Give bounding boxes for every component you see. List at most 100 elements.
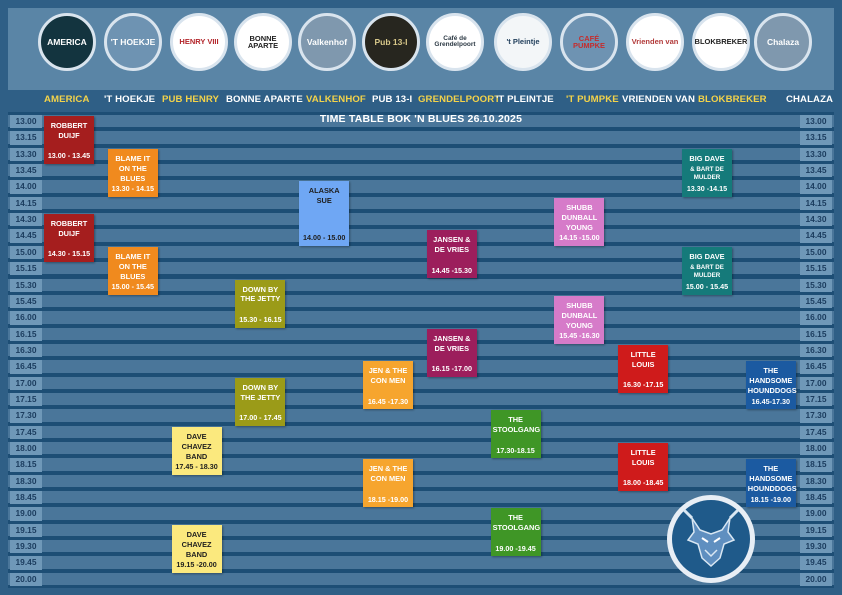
venue-label: VALKENHOF bbox=[306, 94, 366, 105]
performance-time: 13.30 -14.15 bbox=[686, 184, 728, 194]
performer-name: BLAME IT ON THE BLUES bbox=[115, 251, 151, 281]
performer-name: THE STOOLGANG bbox=[492, 415, 541, 435]
logo-text: CAFÉ PUMPKE bbox=[572, 33, 606, 50]
performer-subtitle: & BART DE MULDER bbox=[690, 165, 724, 182]
time-label: 18.45 bbox=[10, 491, 42, 505]
time-label: 17.45 bbox=[10, 425, 42, 439]
logo-pleintje: 't Pleintje bbox=[494, 13, 552, 71]
time-label: 15.45 bbox=[800, 294, 832, 309]
performance-block: THE STOOLGANG 19.00 -19.45 bbox=[490, 508, 541, 557]
time-label: 15.30 bbox=[800, 278, 832, 292]
logo-pumpke: CAFÉ PUMPKE bbox=[560, 13, 618, 71]
logo-text: Valkenhof bbox=[306, 36, 348, 47]
time-label: 19.00 bbox=[10, 507, 42, 521]
performer-name: ALASKA SUE bbox=[308, 186, 340, 206]
performer-name: DOWN BY THE JETTY bbox=[240, 382, 281, 402]
time-label: 13.30 bbox=[800, 147, 832, 162]
time-label: 16.30 bbox=[10, 343, 42, 358]
performer-name: JEN & THE CON MEN bbox=[368, 464, 408, 484]
row-stripe bbox=[8, 180, 834, 193]
time-label: 16.45 bbox=[10, 360, 42, 374]
row-stripe bbox=[8, 442, 834, 455]
row-stripe bbox=[8, 115, 834, 128]
logo-vrienden: Vrienden van bbox=[626, 13, 684, 71]
performer-name: JANSEN & DE VRIES bbox=[433, 333, 471, 353]
performance-block: DOWN BY THE JETTY 17.00 - 17.45 bbox=[235, 377, 286, 426]
logo-pub13: Pub 13-I bbox=[362, 13, 420, 71]
performer-name: JEN & THE CON MEN bbox=[368, 366, 408, 386]
time-label: 18.30 bbox=[10, 474, 42, 489]
performance-time: 15.30 - 16.15 bbox=[239, 314, 282, 324]
logo-america: AMERICA bbox=[38, 13, 96, 71]
time-label: 15.15 bbox=[800, 262, 832, 276]
row-stripe bbox=[8, 474, 834, 488]
row-stripe bbox=[8, 458, 834, 471]
time-label: 19.30 bbox=[10, 540, 42, 554]
performance-time: 19.00 -19.45 bbox=[495, 543, 536, 553]
venue-label: BLOKBREKER bbox=[698, 94, 767, 105]
time-label: 17.45 bbox=[800, 425, 832, 439]
performance-time: 15.00 - 15.45 bbox=[111, 282, 154, 292]
performer-name: LITTLE LOUIS bbox=[630, 349, 656, 369]
row-stripe bbox=[8, 392, 834, 406]
time-label: 20.00 bbox=[800, 572, 832, 587]
venue-label: GRENDELPOORT bbox=[418, 94, 501, 105]
performance-time: 14.30 - 15.15 bbox=[47, 249, 91, 259]
timetable-title: TIME TABLE BOK 'N BLUES 26.10.2025 bbox=[319, 113, 523, 125]
row-stripe bbox=[8, 196, 834, 210]
time-label: 15.30 bbox=[10, 278, 42, 292]
time-label: 14.15 bbox=[800, 196, 832, 211]
goat-emblem-icon bbox=[667, 495, 755, 583]
time-label: 17.15 bbox=[10, 392, 42, 407]
performance-time: 19.15 -20.00 bbox=[176, 560, 217, 570]
performance-time: 18.15 -19.00 bbox=[367, 494, 409, 504]
performance-block: JANSEN & DE VRIES 16.15 -17.00 bbox=[426, 328, 477, 377]
time-label: 18.30 bbox=[800, 474, 832, 489]
row-stripe bbox=[8, 164, 834, 177]
performance-block: THE STOOLGANG 17.30-18.15 bbox=[490, 410, 541, 459]
performer-subtitle: & BART DE MULDER bbox=[690, 263, 724, 280]
time-label: 14.30 bbox=[800, 213, 832, 227]
time-label: 19.45 bbox=[800, 556, 832, 570]
performer-name: ROBBERT DUIJF bbox=[50, 121, 88, 140]
time-label: 13.00 bbox=[800, 115, 832, 129]
performer-name: BIG DAVE bbox=[689, 153, 725, 163]
time-label: 16.00 bbox=[10, 311, 42, 325]
time-label: 14.45 bbox=[10, 229, 42, 243]
row-stripe bbox=[8, 425, 834, 438]
performer-name: ROBBERT DUIJF bbox=[50, 219, 88, 239]
venue-label: PUB HENRY bbox=[162, 94, 220, 105]
performance-time: 14.45 -15.30 bbox=[431, 265, 472, 275]
time-label: 19.45 bbox=[10, 556, 42, 570]
time-label: 19.30 bbox=[800, 540, 832, 554]
performance-time: 13.00 - 13.45 bbox=[47, 151, 91, 161]
row-stripe bbox=[8, 245, 834, 259]
row-stripe bbox=[8, 343, 834, 357]
performance-block: THE HANDSOME HOUNDDOGS 18.15 -19.00 bbox=[745, 459, 797, 508]
time-label: 18.15 bbox=[800, 458, 832, 472]
logo-text: BONNE APARTE bbox=[247, 33, 279, 50]
performance-block: SHUBB DUNBALL YOUNG 15.45 -16.30 bbox=[554, 295, 605, 344]
time-label: 16.00 bbox=[800, 311, 832, 325]
performance-time: 15.45 -16.30 bbox=[559, 331, 600, 341]
time-label: 13.00 bbox=[10, 115, 42, 129]
time-label: 15.00 bbox=[10, 245, 42, 260]
performer-name: THE HANDSOME HOUNDDOGS bbox=[747, 366, 797, 396]
performance-block: JANSEN & DE VRIES 14.45 -15.30 bbox=[426, 230, 477, 279]
row-stripe bbox=[8, 229, 834, 242]
venue-label: PUB 13-I bbox=[372, 94, 413, 105]
row-stripe bbox=[8, 507, 834, 520]
time-label: 14.15 bbox=[10, 196, 42, 211]
venue-label: 'T PUMPKE bbox=[566, 94, 619, 105]
performance-block: BIG DAVE & BART DE MULDER 15.00 - 15.45 bbox=[682, 246, 732, 295]
performance-time: 14.00 - 15.00 bbox=[303, 233, 346, 243]
logo-henry: HENRY VIII bbox=[170, 13, 228, 71]
performance-block: JEN & THE CON MEN 16.45 -17.30 bbox=[363, 361, 413, 410]
performance-time: 16.15 -17.00 bbox=[431, 363, 472, 373]
performer-name: LITTLE LOUIS bbox=[630, 448, 656, 467]
time-label: 16.15 bbox=[800, 327, 832, 341]
performance-block: LITTLE LOUIS 16.30 -17.15 bbox=[618, 344, 669, 393]
performer-name: BLAME IT ON THE BLUES bbox=[115, 153, 151, 183]
row-stripe bbox=[8, 131, 834, 144]
logo-blokbreker: BLOKBREKER bbox=[692, 13, 750, 71]
